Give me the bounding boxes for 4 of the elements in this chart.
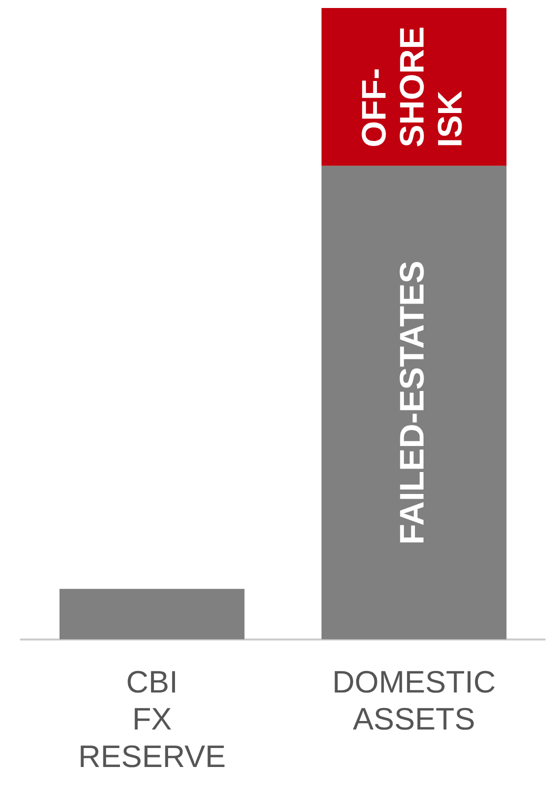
x-tick-label: CBI FX RESERVE (78, 664, 226, 774)
series-label: OFF-SHORE ISK (355, 26, 470, 148)
x-tick-label: DOMESTIC ASSETS (332, 664, 496, 737)
series-label: FAILED-ESTATES (393, 260, 432, 545)
